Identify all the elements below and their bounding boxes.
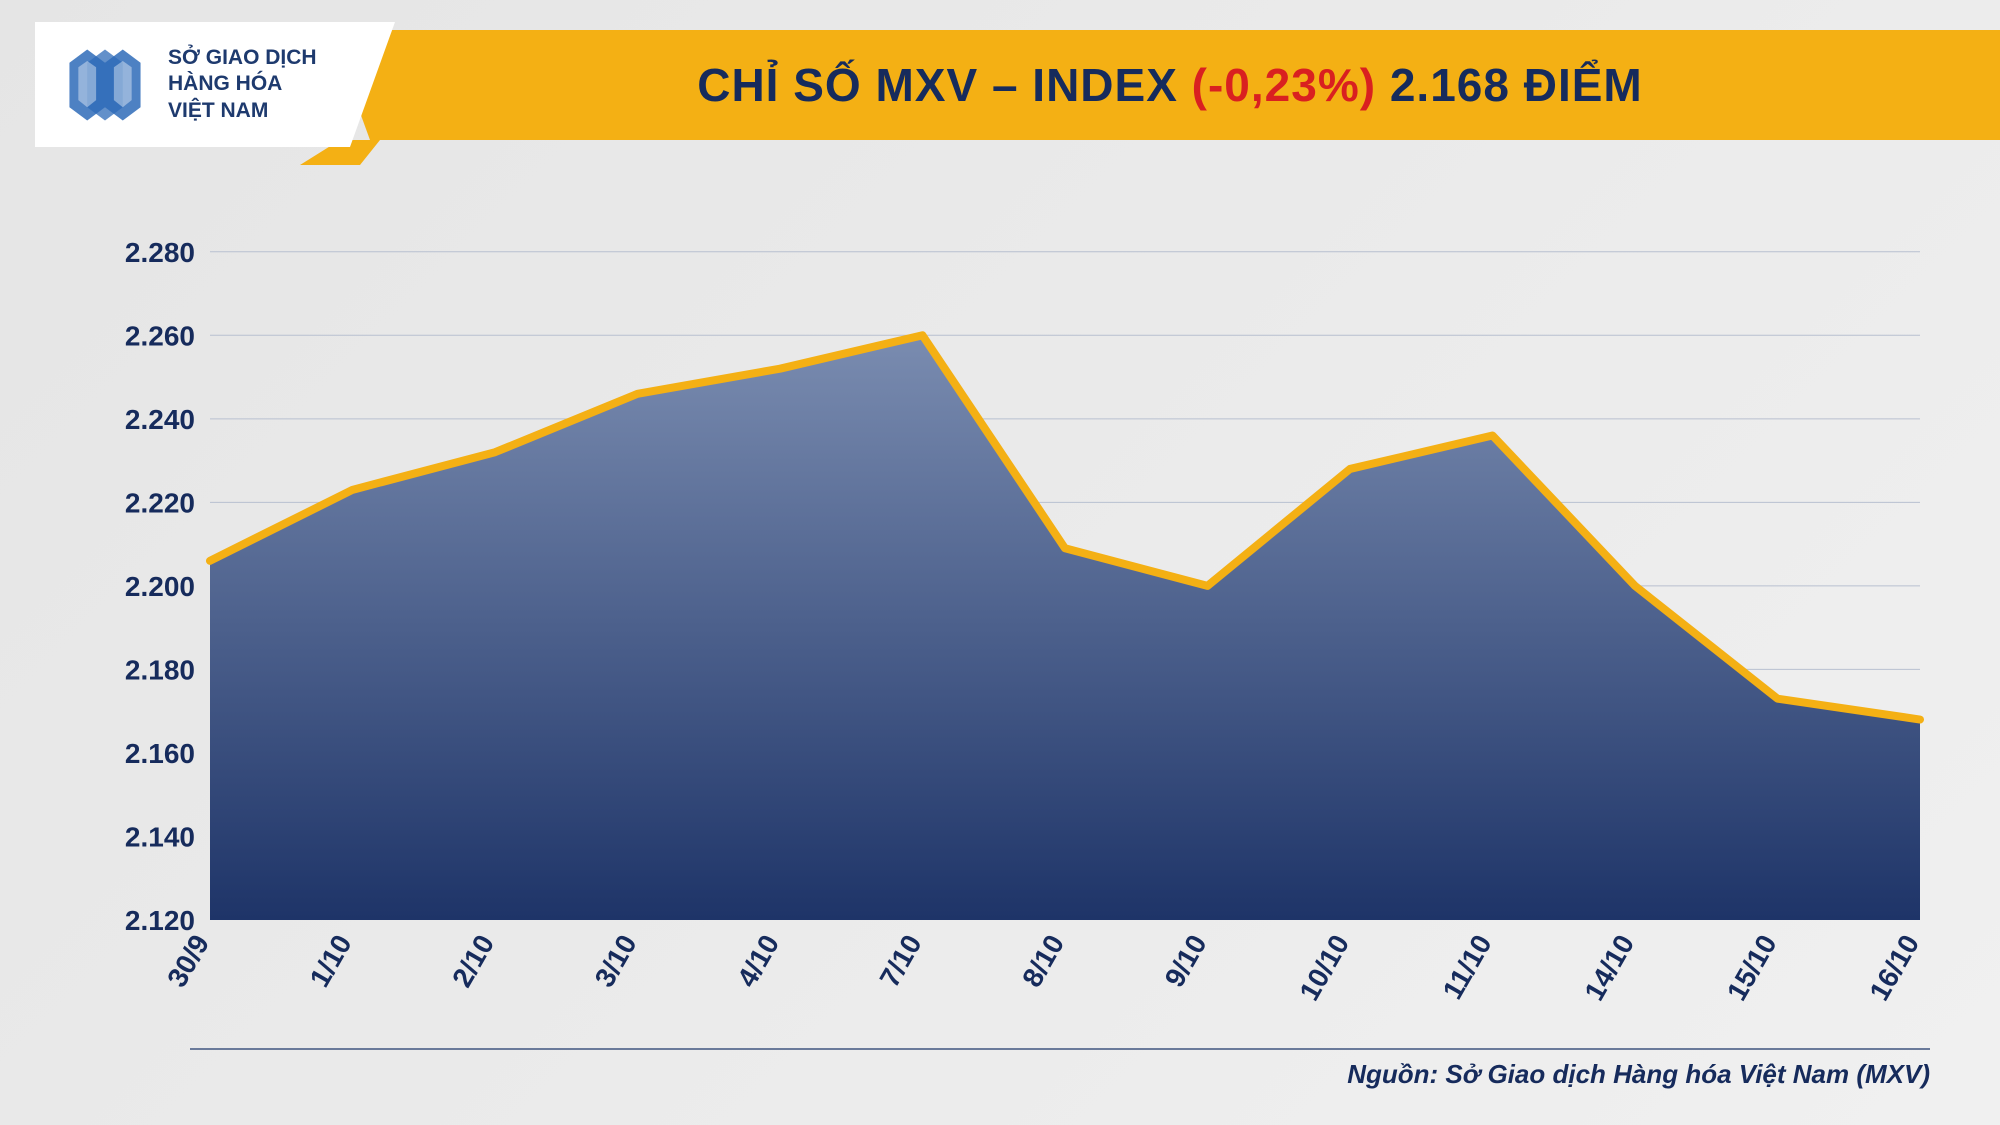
- svg-text:2.180: 2.180: [125, 654, 195, 685]
- title-suffix: 2.168 ĐIỂM: [1376, 59, 1643, 111]
- svg-text:3/10: 3/10: [589, 930, 643, 993]
- title-prefix: CHỈ SỐ MXV – INDEX: [697, 59, 1191, 111]
- area-chart: 2.120 2.140 2.160 2.180 2.200 2.220 2.240 2.260…: [100, 200, 1930, 1035]
- header-bar: SỞ GIAO DỊCH HÀNG HÓA VIỆT NAM CHỈ SỐ MX…: [0, 30, 2000, 140]
- svg-text:9/10: 9/10: [1159, 930, 1213, 993]
- svg-text:2.260: 2.260: [125, 320, 195, 351]
- svg-text:2.140: 2.140: [125, 821, 195, 852]
- svg-text:2.240: 2.240: [125, 404, 195, 435]
- svg-text:2.220: 2.220: [125, 487, 195, 518]
- svg-text:1/10: 1/10: [304, 930, 358, 993]
- svg-text:30/9: 30/9: [161, 930, 215, 993]
- svg-text:2.280: 2.280: [125, 237, 195, 268]
- svg-text:16/10: 16/10: [1863, 930, 1925, 1006]
- svg-text:2.200: 2.200: [125, 571, 195, 602]
- svg-text:2.120: 2.120: [125, 905, 195, 936]
- svg-text:4/10: 4/10: [731, 930, 785, 993]
- svg-text:2/10: 2/10: [446, 930, 500, 993]
- svg-text:8/10: 8/10: [1016, 930, 1070, 993]
- logo-box: SỞ GIAO DỊCH HÀNG HÓA VIỆT NAM: [35, 22, 395, 147]
- logo-line1: SỞ GIAO DỊCH: [168, 45, 317, 71]
- chart-title: CHỈ SỐ MXV – INDEX (-0,23%) 2.168 ĐIỂM: [697, 58, 1643, 112]
- logo-line3: VIỆT NAM: [168, 98, 317, 124]
- logo-line2: HÀNG HÓA: [168, 71, 317, 97]
- mxv-logo-icon: [60, 45, 150, 125]
- page-container: SỞ GIAO DỊCH HÀNG HÓA VIỆT NAM CHỈ SỐ MX…: [0, 0, 2000, 1125]
- svg-text:11/10: 11/10: [1437, 930, 1498, 1005]
- logo-text: SỞ GIAO DỊCH HÀNG HÓA VIỆT NAM: [168, 45, 317, 124]
- svg-text:7/10: 7/10: [874, 930, 928, 993]
- svg-text:2.160: 2.160: [125, 738, 195, 769]
- svg-text:14/10: 14/10: [1578, 930, 1640, 1006]
- svg-text:10/10: 10/10: [1293, 930, 1355, 1006]
- chart-area: 2.120 2.140 2.160 2.180 2.200 2.220 2.240 2.260…: [100, 200, 1930, 1035]
- svg-text:15/10: 15/10: [1721, 930, 1783, 1006]
- title-change: (-0,23%): [1192, 59, 1376, 111]
- source-text: Nguồn: Sở Giao dịch Hàng hóa Việt Nam (M…: [1347, 1059, 1930, 1090]
- source-divider: [190, 1048, 1930, 1050]
- title-wrap: CHỈ SỐ MXV – INDEX (-0,23%) 2.168 ĐIỂM: [380, 30, 1960, 140]
